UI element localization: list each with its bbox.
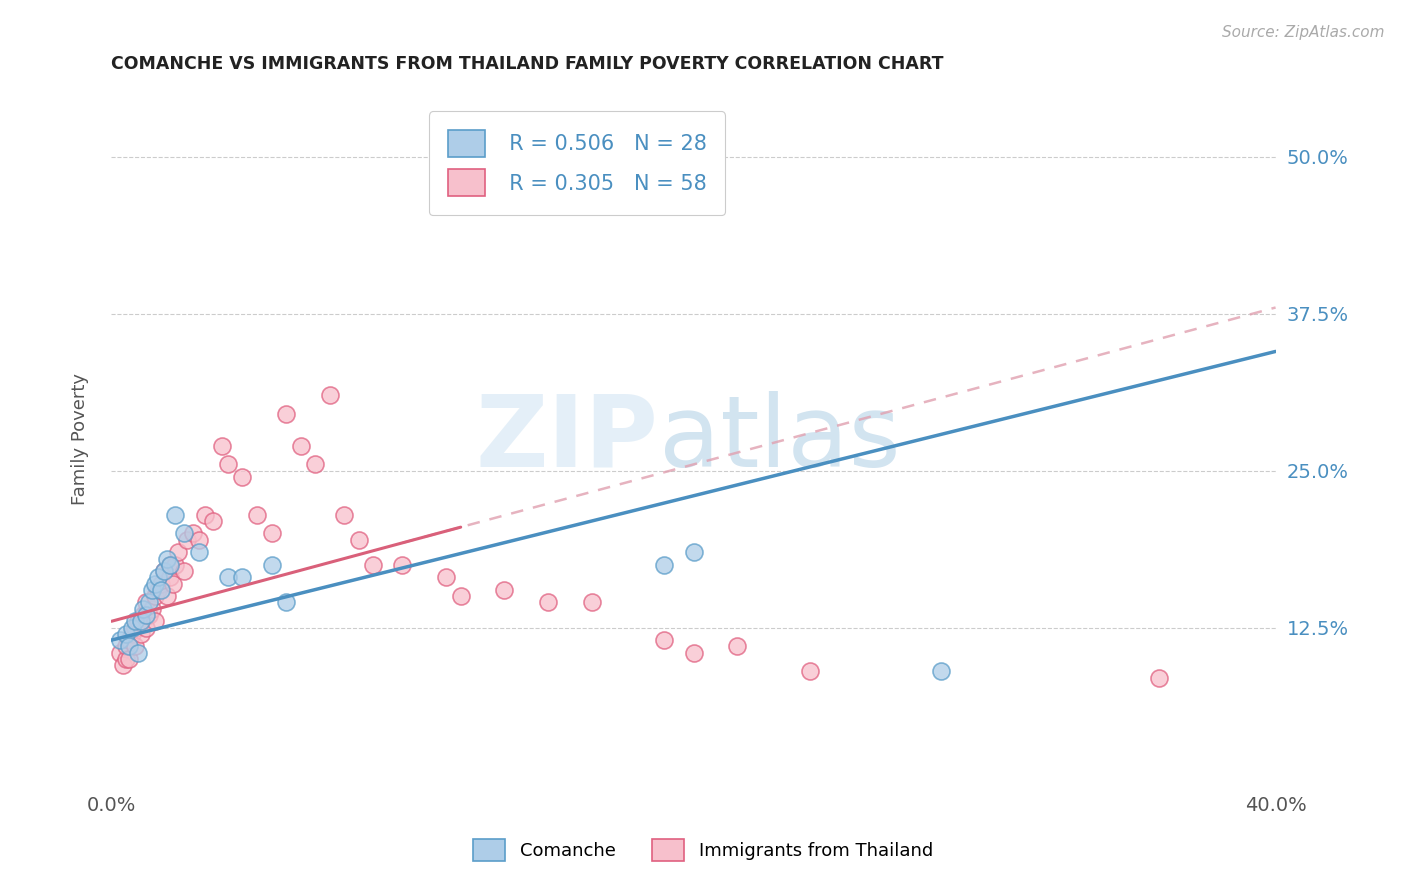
Point [682, 545, 704, 559]
Point [260, 526, 283, 541]
Point [118, 652, 141, 666]
Point [115, 640, 138, 654]
Point [165, 558, 187, 572]
Point [146, 570, 169, 584]
Point [181, 526, 204, 541]
Point [363, 558, 385, 572]
Text: ZIP: ZIP [475, 391, 658, 488]
Point [494, 582, 516, 597]
Point [319, 388, 342, 402]
Point [290, 439, 312, 453]
Point [135, 621, 157, 635]
Point [450, 589, 472, 603]
Point [141, 582, 163, 597]
Point [304, 458, 326, 472]
Point [141, 601, 163, 615]
Point [654, 633, 676, 648]
Legend:   R = 0.506   N = 28,   R = 0.305   N = 58: R = 0.506 N = 28, R = 0.305 N = 58 [429, 112, 725, 215]
Point [108, 633, 131, 648]
Point [333, 508, 356, 522]
Point [121, 627, 143, 641]
Point [176, 533, 198, 547]
Point [347, 533, 370, 547]
Point [153, 564, 176, 578]
Point [115, 652, 138, 666]
Point [146, 582, 169, 597]
Point [138, 607, 160, 622]
Point [129, 615, 152, 629]
Point [121, 621, 143, 635]
Point [149, 576, 172, 591]
Point [138, 595, 160, 609]
Point [274, 407, 297, 421]
Point [124, 621, 146, 635]
Point [194, 508, 217, 522]
Point [118, 640, 141, 654]
Point [132, 601, 155, 615]
Point [124, 615, 146, 629]
Point [159, 558, 181, 572]
Point [143, 615, 166, 629]
Point [537, 595, 560, 609]
Point [682, 646, 704, 660]
Point [654, 558, 676, 572]
Point [108, 646, 131, 660]
Point [217, 570, 239, 584]
Point [1147, 671, 1170, 685]
Point [165, 508, 187, 522]
Point [127, 615, 149, 629]
Point [246, 508, 269, 522]
Text: Source: ZipAtlas.com: Source: ZipAtlas.com [1222, 25, 1385, 40]
Point [143, 589, 166, 603]
Point [391, 558, 413, 572]
Point [127, 646, 149, 660]
Point [156, 551, 179, 566]
Text: COMANCHE VS IMMIGRANTS FROM THAILAND FAMILY POVERTY CORRELATION CHART: COMANCHE VS IMMIGRANTS FROM THAILAND FAM… [111, 55, 943, 73]
Point [115, 627, 138, 641]
Point [260, 558, 283, 572]
Point [135, 607, 157, 622]
Point [173, 564, 195, 578]
Point [799, 665, 821, 679]
Point [135, 595, 157, 609]
Point [581, 595, 603, 609]
Point [129, 615, 152, 629]
Point [274, 595, 297, 609]
Point [143, 576, 166, 591]
Point [202, 514, 225, 528]
Point [159, 570, 181, 584]
Point [173, 526, 195, 541]
Point [217, 458, 239, 472]
Point [929, 665, 952, 679]
Legend: Comanche, Immigrants from Thailand: Comanche, Immigrants from Thailand [464, 830, 942, 870]
Point [159, 558, 181, 572]
Point [112, 658, 135, 673]
Point [231, 470, 253, 484]
Point [434, 570, 457, 584]
Point [187, 533, 209, 547]
Y-axis label: Family Poverty: Family Poverty [72, 373, 89, 505]
Point [187, 545, 209, 559]
Point [118, 633, 141, 648]
Point [129, 627, 152, 641]
Point [124, 640, 146, 654]
Point [132, 607, 155, 622]
Point [149, 582, 172, 597]
Point [153, 564, 176, 578]
Point [162, 576, 184, 591]
Text: atlas: atlas [658, 391, 900, 488]
Point [725, 640, 748, 654]
Point [156, 589, 179, 603]
Point [231, 570, 253, 584]
Point [167, 545, 190, 559]
Point [211, 439, 233, 453]
